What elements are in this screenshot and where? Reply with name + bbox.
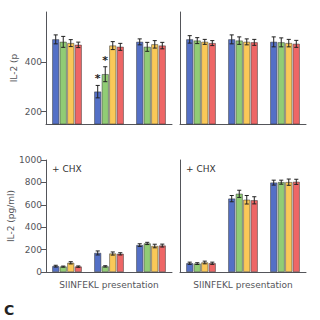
- svg-text:400: 400: [25, 222, 42, 232]
- svg-text:IL-2 (pg/ml): IL-2 (pg/ml): [6, 190, 16, 242]
- svg-text:800: 800: [25, 177, 42, 187]
- svg-text:400: 400: [25, 57, 42, 67]
- svg-text:SIINFEKL presentation: SIINFEKL presentation: [59, 280, 158, 290]
- svg-text:*: *: [102, 54, 108, 67]
- svg-text:200: 200: [25, 107, 42, 117]
- svg-text:+ CHX: + CHX: [52, 164, 82, 174]
- svg-text:200: 200: [25, 245, 42, 255]
- svg-text:SIINFEKL presentation: SIINFEKL presentation: [193, 280, 292, 290]
- svg-text:C: C: [4, 302, 14, 318]
- svg-text:+ CHX: + CHX: [186, 164, 216, 174]
- svg-text:600: 600: [25, 200, 42, 210]
- svg-text:0: 0: [36, 267, 42, 277]
- svg-text:IL-2 (p: IL-2 (p: [9, 53, 19, 82]
- svg-text:1000: 1000: [19, 155, 42, 165]
- svg-text:*: *: [95, 72, 101, 85]
